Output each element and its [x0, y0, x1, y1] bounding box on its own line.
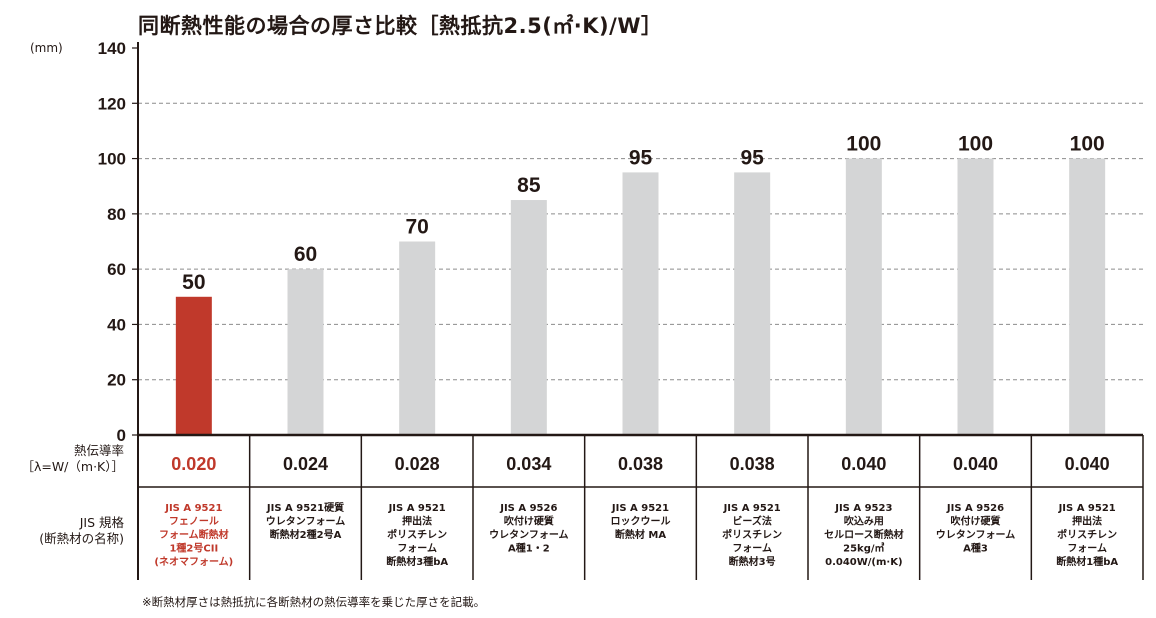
jis-name-line: フォーム断熱材: [159, 528, 229, 541]
jis-name-line: フォーム: [1067, 543, 1107, 555]
bar-value-label: 70: [405, 216, 428, 239]
conductivity-value: 0.024: [283, 454, 328, 474]
conductivity-value: 0.038: [618, 454, 663, 474]
bar-value-label: 95: [740, 146, 764, 169]
jis-name-line: ウレタンフォーム: [489, 529, 568, 541]
jis-name-line: ポリスチレン: [722, 528, 782, 541]
jis-name-line: フォーム: [732, 543, 772, 555]
bar: [287, 269, 324, 435]
jis-name-line: 0.040W/(m·K): [825, 557, 902, 568]
jis-name-line: 断熱材2種2号A: [270, 528, 342, 541]
conductivity-value: 0.020: [171, 454, 216, 474]
jis-name-line: ウレタンフォーム: [266, 516, 345, 528]
jis-name-line: 断熱材1種bA: [1056, 555, 1118, 568]
jis-name-line: 25kg/㎥: [843, 542, 884, 555]
y-tick-label: 120: [98, 94, 126, 113]
bar-value-label: 100: [1070, 133, 1105, 156]
jis-name-line: A種1・2: [508, 542, 550, 555]
conductivity-value: 0.040: [841, 454, 886, 474]
bar-value-label: 85: [517, 174, 541, 197]
bar: [957, 158, 994, 436]
bar-value-label: 50: [182, 271, 205, 294]
y-tick-label: 100: [98, 150, 126, 169]
jis-name-line: JIS A 9523: [834, 503, 892, 514]
jis-name-line: 断熱材3号: [729, 555, 776, 568]
jis-name-line: JIS A 9521: [164, 503, 222, 514]
jis-name-line: ウレタンフォーム: [936, 529, 1015, 541]
bar: [175, 296, 212, 435]
y-tick-label: 140: [98, 39, 126, 58]
jis-name-line: ビーズ法: [732, 515, 772, 528]
jis-name-line: JIS A 9521: [388, 503, 446, 514]
jis-row-header: (断熱材の名称): [39, 531, 124, 546]
jis-name-line: JIS A 9521: [611, 503, 669, 514]
jis-name-line: フェノール: [169, 516, 219, 528]
bar: [734, 172, 771, 435]
y-tick-label: 80: [107, 205, 126, 224]
bar-value-label: 100: [846, 133, 881, 156]
jis-name-line: 断熱材3種bA: [386, 555, 448, 568]
jis-name-line: JIS A 9521: [723, 503, 781, 514]
bar: [510, 200, 547, 435]
chart-title: 同断熱性能の場合の厚さ比較［熱抵抗2.5(㎡·K)/W］: [138, 14, 663, 38]
y-tick-label: 0: [117, 426, 126, 445]
jis-name-line: 吹付け硬質: [504, 515, 554, 528]
conductivity-value: 0.034: [506, 454, 551, 474]
bar: [845, 158, 882, 436]
jis-name-line: A種3: [963, 542, 988, 555]
jis-name-line: フォーム: [397, 543, 437, 555]
bar-value-label: 60: [294, 243, 317, 266]
conductivity-value: 0.038: [730, 454, 775, 474]
bar-value-label: 100: [958, 133, 993, 156]
jis-name-line: ロックウール: [611, 516, 671, 528]
conductivity-value: 0.040: [953, 454, 998, 474]
jis-name-line: セルロース断熱材: [824, 528, 904, 541]
conductivity-value: 0.028: [395, 454, 440, 474]
jis-name-line: JIS A 9521硬質: [266, 501, 344, 514]
jis-name-line: 押出法: [402, 515, 432, 528]
jis-name-line: 押出法: [1072, 515, 1102, 528]
jis-name-line: JIS A 9526: [499, 503, 557, 514]
conductivity-row-header: 熱伝導率: [74, 443, 124, 458]
jis-name-line: JIS A 9526: [946, 503, 1004, 514]
jis-row-header: JIS 規格: [79, 515, 125, 530]
y-axis-unit: (mm): [30, 41, 63, 55]
jis-name-line: 吹込み用: [844, 515, 884, 528]
bar: [1069, 158, 1106, 436]
y-tick-label: 40: [107, 315, 126, 334]
footnote: ※断熱材厚さは熱抵抗に各断熱材の熱伝導率を乗じた厚さを記載。: [142, 595, 486, 609]
jis-name-line: JIS A 9521: [1058, 503, 1116, 514]
jis-name-line: 断熱材 MA: [615, 528, 666, 541]
y-tick-label: 20: [107, 371, 126, 390]
bar-value-label: 95: [629, 146, 653, 169]
conductivity-row-header: ［λ=W/（m·K）］: [21, 459, 124, 474]
jis-name-line: 吹付け硬質: [951, 515, 1001, 528]
conductivity-value: 0.040: [1065, 454, 1110, 474]
jis-name-line: ポリスチレン: [387, 528, 447, 541]
bar: [399, 241, 436, 435]
y-tick-label: 60: [107, 260, 126, 279]
jis-name-line: ポリスチレン: [1057, 528, 1117, 541]
bar: [622, 172, 659, 435]
jis-name-line: 1種2号CII: [169, 542, 218, 555]
jis-name-line: (ネオマフォーム): [154, 556, 233, 568]
